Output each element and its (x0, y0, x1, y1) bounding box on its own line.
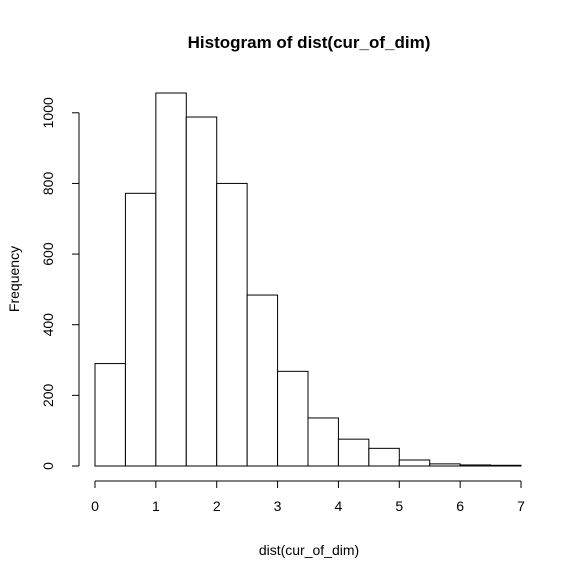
histogram-bar (155, 92, 187, 467)
x-tick-label: 1 (152, 498, 160, 514)
x-tick-label: 6 (456, 498, 464, 514)
histogram-bar (429, 463, 461, 467)
histogram-bar (490, 464, 522, 467)
y-tick-label: 1000 (40, 97, 56, 128)
histogram-bar (185, 116, 218, 467)
y-tick-label: 0 (40, 462, 56, 470)
x-axis-label: dist(cur_of_dim) (259, 542, 359, 558)
histogram-bar (94, 363, 126, 467)
histogram-bar (307, 417, 339, 467)
histogram-bar (246, 294, 279, 467)
histogram-bar (459, 464, 492, 467)
x-tick-label: 0 (91, 498, 99, 514)
x-tick-label: 2 (213, 498, 221, 514)
bars-group (94, 92, 522, 467)
y-tick-label: 400 (40, 313, 56, 337)
x-tick-label: 7 (517, 498, 525, 514)
histogram-bar (124, 192, 157, 467)
y-axis: 0 200 400 600 800 1000 (40, 97, 80, 470)
y-tick-label: 200 (40, 383, 56, 407)
chart-title: Histogram of dist(cur_of_dim) (188, 33, 431, 52)
histogram-bar (277, 370, 309, 467)
histogram-bar (216, 182, 248, 467)
histogram-bar (368, 447, 400, 467)
y-tick-label: 800 (40, 172, 56, 196)
histogram-bar (337, 438, 370, 467)
histogram-bar (398, 459, 431, 467)
x-tick-label: 5 (395, 498, 403, 514)
x-tick-label: 4 (335, 498, 343, 514)
x-tick-label: 3 (274, 498, 282, 514)
x-axis: 0 1 2 3 4 5 6 7 (91, 480, 525, 514)
y-tick-label: 600 (40, 242, 56, 266)
y-axis-label: Frequency (6, 246, 22, 312)
